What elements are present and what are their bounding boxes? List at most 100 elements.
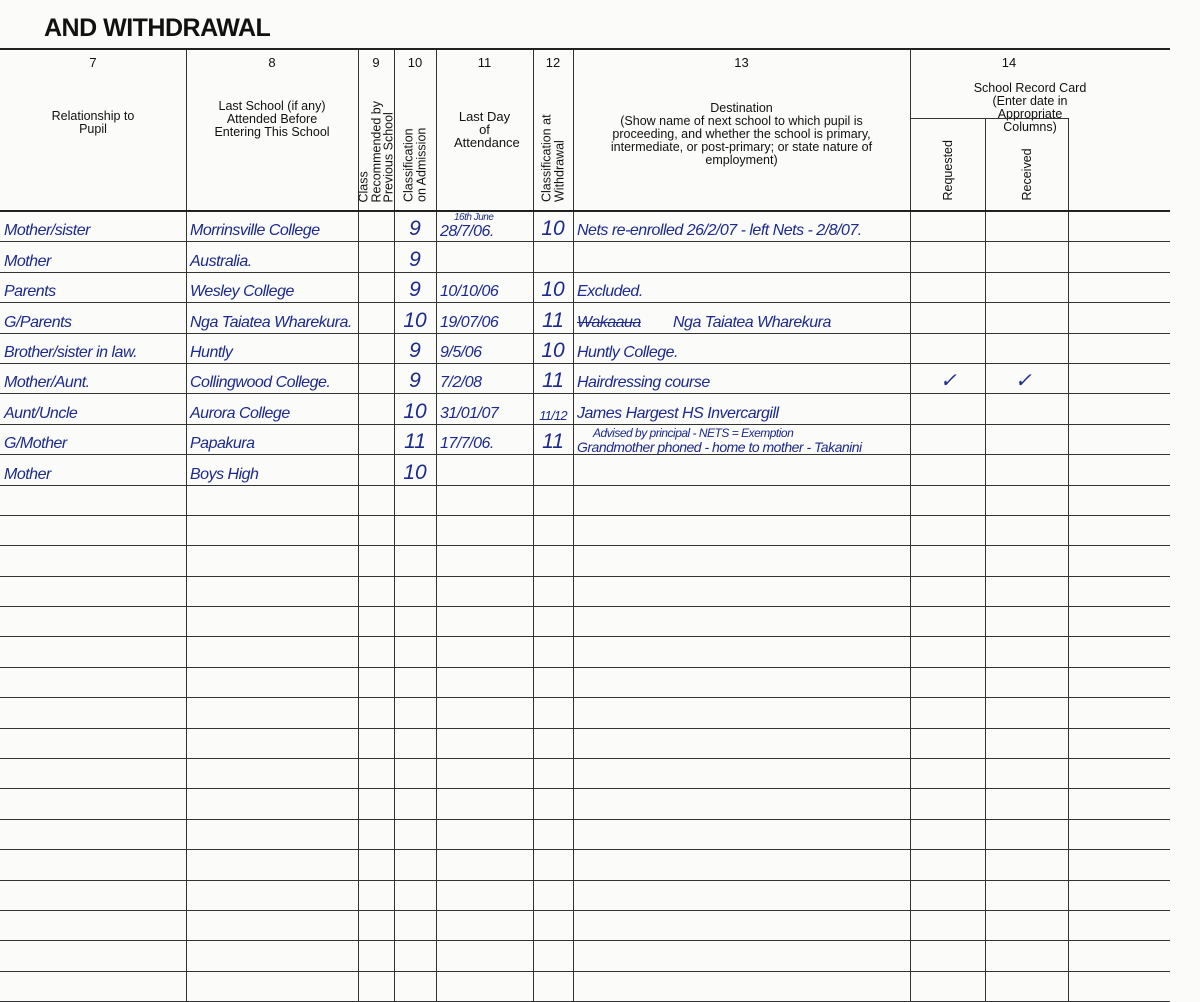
cell-class-recommended [358, 576, 395, 607]
header-last-day: 11 Last Day of Attendance [436, 50, 534, 210]
cell-admission-no [1068, 637, 1170, 666]
cell-last-day [436, 667, 534, 698]
cell-last-school: Nga Taiatea Wharekura. [186, 303, 359, 333]
cell-admission-no [1068, 881, 1170, 910]
table-row [0, 819, 1170, 851]
cell-destination-text: Grandmother phoned - home to mother - Ta… [577, 439, 862, 456]
cell-relationship-text: Parents [4, 283, 56, 301]
cell-requested [910, 515, 986, 546]
cell-last-day: 17/7/06. [436, 424, 534, 455]
cell-requested [910, 485, 986, 515]
column-label: Requested [940, 139, 955, 200]
cell-class-admission [394, 880, 437, 910]
cell-last-school [186, 759, 359, 789]
cell-class-withdrawal [533, 607, 574, 637]
cell-class-withdrawal-text: 10 [541, 217, 565, 241]
cell-last-school-text: Collingwood College. [190, 374, 331, 392]
cell-class-admission [394, 910, 437, 941]
cell-relationship: Mother/Aunt. [0, 363, 187, 394]
cell-relationship [0, 728, 187, 759]
cell-relationship [0, 607, 187, 637]
cell-class-recommended [358, 394, 395, 424]
cell-class-admission [394, 637, 437, 667]
table-row [0, 910, 1170, 942]
cell-destination: Excluded. [573, 272, 911, 303]
cell-class-recommended [358, 971, 395, 1002]
cell-requested [910, 546, 986, 576]
cell-admission-no [1068, 334, 1170, 363]
cell-last-school [186, 485, 359, 515]
cell-destination [573, 242, 911, 272]
cell-class-admission [394, 850, 437, 880]
cell-class-admission-text: 9 [409, 369, 421, 393]
cell-requested [910, 607, 986, 637]
cell-requested [910, 728, 986, 759]
header-record-card: 14 School Record Card (Enter date in App… [910, 50, 1086, 210]
table-row: Mother/sister Morrinsville College 9 16th J… [0, 212, 1170, 243]
cell-last-school-text: Nga Taiatea Wharekura. [190, 313, 352, 331]
cell-last-school-text: Morrinsville College [190, 222, 320, 240]
cell-admission-no [1068, 759, 1170, 788]
cell-class-recommended [358, 363, 395, 394]
cell-received [985, 880, 1069, 910]
cell-last-day-text: 28/7/06. [440, 223, 494, 241]
cell-admission-no [1068, 941, 1170, 970]
cell-class-withdrawal: 11 [533, 303, 574, 333]
cell-class-withdrawal [533, 971, 574, 1002]
cell-class-recommended [358, 303, 395, 333]
cell-class-withdrawal [533, 819, 574, 850]
cell-last-day-text: 19/07/06 [440, 313, 499, 331]
cell-class-recommended [358, 546, 395, 576]
header-relationship: 7 Relationship to Pupil [0, 50, 187, 210]
cell-last-day [436, 910, 534, 941]
cell-class-admission [394, 819, 437, 850]
cell-class-withdrawal [533, 515, 574, 546]
column-label: Classification on Admission [401, 127, 429, 202]
cell-relationship [0, 759, 187, 789]
cell-relationship: G/Parents [0, 303, 187, 333]
cell-requested [910, 789, 986, 819]
cell-destination [573, 850, 911, 880]
cell-received [985, 546, 1069, 576]
column-title: Destination [710, 101, 773, 115]
table-row: Aunt/Uncle Aurora College 10 31/01/07 11/12 J… [0, 394, 1170, 425]
cell-class-recommended [358, 880, 395, 910]
cell-class-admission: 9 [394, 363, 437, 394]
cell-class-recommended [358, 728, 395, 759]
cell-requested: ✓ [910, 363, 986, 394]
cell-last-day [436, 485, 534, 515]
cell-class-recommended [358, 515, 395, 546]
cell-received [985, 212, 1069, 242]
cell-admission-no [1068, 242, 1170, 271]
cell-last-day: 9/5/06 [436, 333, 534, 363]
cell-destination [573, 455, 911, 485]
cell-class-admission: 9 [394, 272, 437, 303]
cell-class-withdrawal: 11 [533, 363, 574, 394]
table-row [0, 880, 1170, 911]
cell-relationship-text: Mother [4, 465, 51, 483]
cell-last-day: 7/2/08 [436, 363, 534, 394]
cell-admission-no [1068, 577, 1170, 606]
cell-requested [910, 667, 986, 698]
table-row [0, 941, 1170, 972]
cell-relationship [0, 880, 187, 910]
cell-received [985, 728, 1069, 759]
cell-relationship-text: Mother/Aunt. [4, 374, 90, 392]
cell-requested [910, 941, 986, 971]
cell-class-admission: 9 [394, 333, 437, 363]
cell-class-withdrawal-text: 11 [542, 369, 564, 393]
cell-relationship [0, 698, 187, 728]
cell-destination: James Hargest HS Invercargill [573, 394, 911, 424]
column-number: 13 [734, 55, 749, 70]
cell-class-recommended [358, 941, 395, 971]
cell-class-withdrawal-text: 11 [542, 308, 564, 332]
cell-admission-no [1068, 364, 1170, 393]
cell-class-withdrawal [533, 546, 574, 576]
cell-destination [573, 667, 911, 698]
cell-last-school [186, 789, 359, 819]
cell-class-withdrawal-text: 10 [541, 338, 565, 362]
cell-class-withdrawal: 11/12 [533, 394, 574, 424]
cell-relationship-text: Aunt/Uncle [4, 404, 78, 422]
cell-destination [573, 485, 911, 515]
cell-class-recommended [358, 850, 395, 880]
